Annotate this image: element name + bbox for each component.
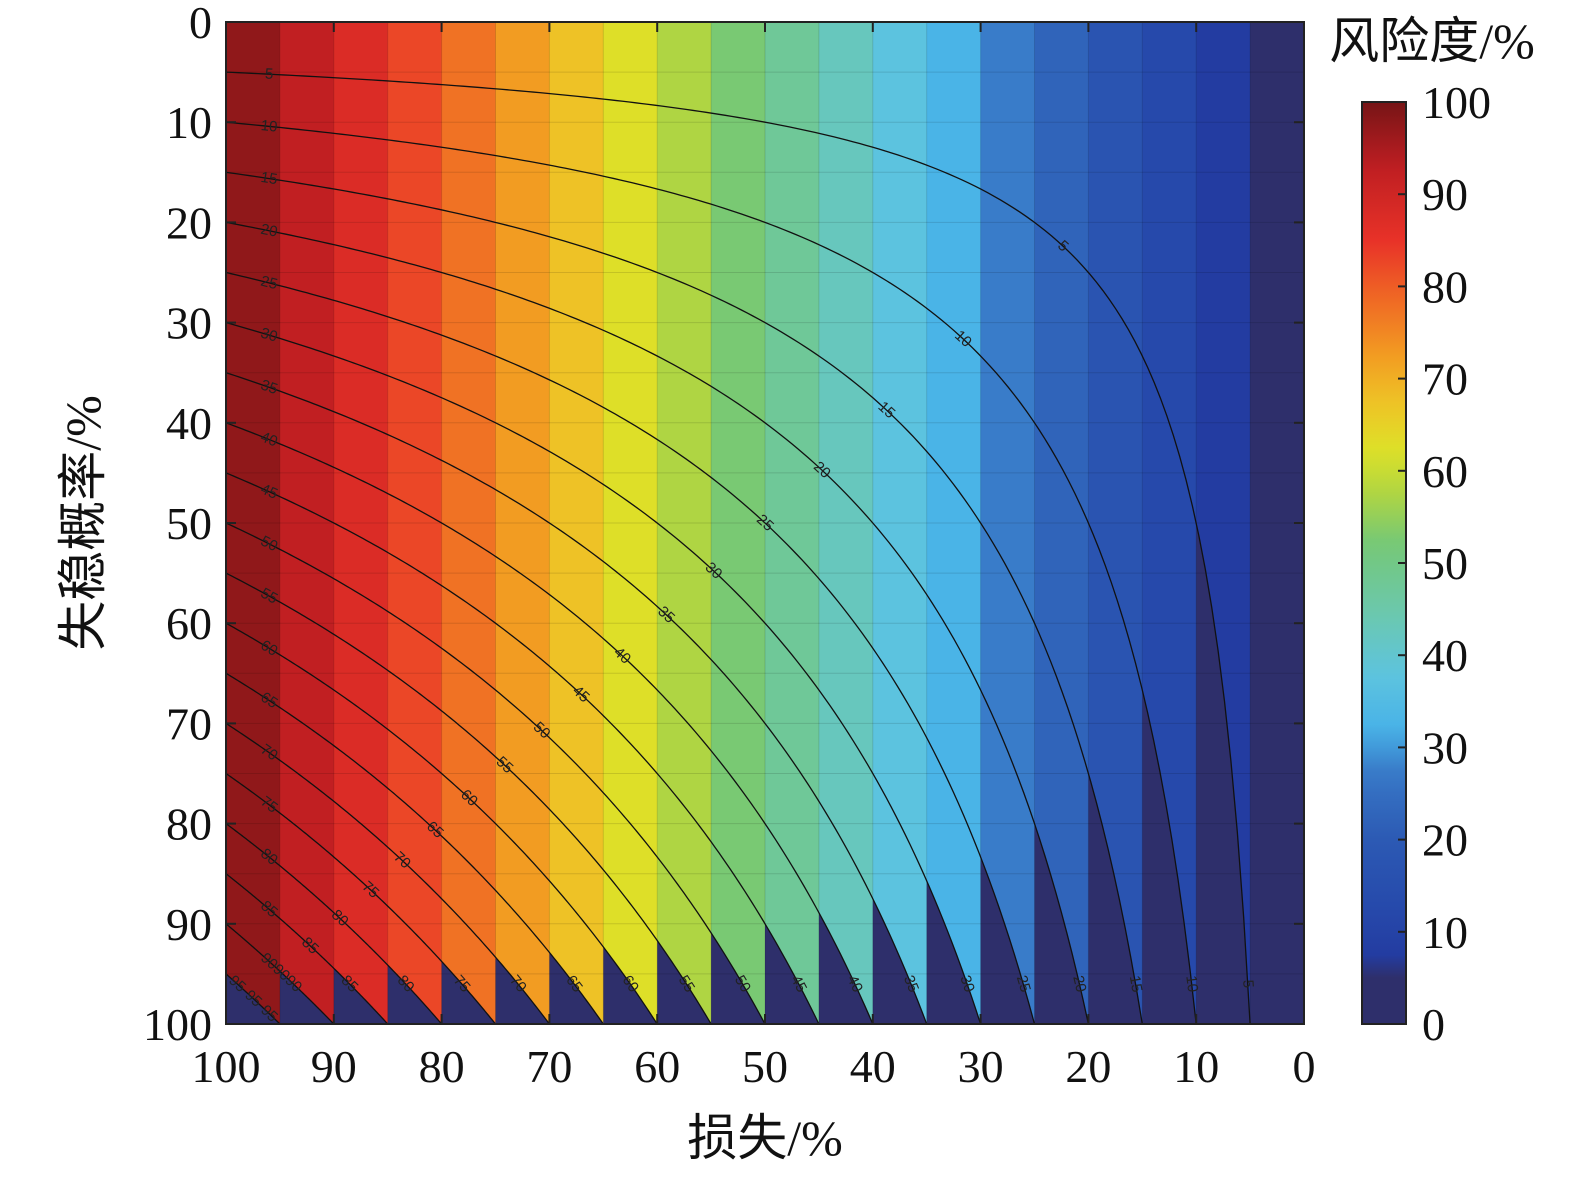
- y-tick-label: 30: [166, 298, 212, 349]
- y-tick-label: 50: [166, 498, 212, 549]
- colorbar-tick-label: 50: [1422, 538, 1468, 589]
- contour-line-85: [226, 873, 389, 1024]
- contour-label: 50: [731, 972, 754, 995]
- contour-label: 10: [1182, 975, 1201, 994]
- contour-line-40: [226, 422, 874, 1024]
- contour-label: 15: [260, 169, 279, 188]
- y-tick-label: 40: [166, 398, 212, 449]
- contour-label: 70: [506, 972, 530, 996]
- contour-label: 75: [257, 793, 281, 817]
- contour-fill-area: [226, 22, 1304, 1024]
- contour-label: 45: [787, 973, 810, 996]
- contour-label: 30: [259, 325, 280, 346]
- y-tick-label: 100: [143, 999, 212, 1050]
- contour-line-50: [226, 522, 766, 1024]
- contour-line-75: [226, 772, 497, 1024]
- colorbar-title: 风险度/%: [1329, 13, 1535, 69]
- y-tick-label: 70: [166, 698, 212, 749]
- y-tick-label: 10: [166, 97, 212, 148]
- contour-line-55: [226, 572, 712, 1024]
- contour-label: 60: [258, 637, 281, 660]
- contour-line-60: [226, 622, 658, 1024]
- contour-label: 50: [258, 533, 281, 556]
- contour-label: 40: [258, 429, 280, 451]
- y-tick-label: 90: [166, 899, 212, 950]
- y-tick-label: 80: [166, 799, 212, 850]
- y-axis-title: 失稳概率/%: [55, 395, 111, 651]
- contour-label: 55: [675, 972, 698, 995]
- contour-line-5: [226, 71, 1251, 1024]
- x-axis-title: 损失/%: [687, 1110, 843, 1166]
- x-axis-ticks: 100 90 80 70 60 50 40 30 20 10 0: [192, 22, 1316, 1092]
- contour-label: 55: [258, 585, 281, 608]
- x-tick-label: 0: [1293, 1041, 1316, 1092]
- x-tick-label: 100: [192, 1041, 261, 1092]
- y-tick-label: 20: [166, 197, 212, 248]
- x-tick-label: 30: [958, 1041, 1004, 1092]
- contour-line-70: [226, 722, 550, 1024]
- y-tick-label: 60: [166, 598, 212, 649]
- colorbar-tick-label: 70: [1422, 354, 1468, 405]
- colorbar-tick-label: 40: [1422, 630, 1468, 681]
- contour-label: 15: [1126, 974, 1146, 993]
- contour-line-80: [226, 823, 443, 1024]
- colorbar-tick-label: 20: [1422, 815, 1468, 866]
- contour-lines: [226, 71, 1251, 1024]
- contour-label: 20: [259, 221, 279, 241]
- contour-label: 80: [257, 845, 281, 869]
- contour-line-10: [226, 121, 1197, 1024]
- y-tick-label: 0: [189, 0, 212, 48]
- contour-label: 70: [257, 741, 280, 765]
- contour-label: 20: [1069, 974, 1089, 994]
- contour-label: 35: [258, 377, 279, 399]
- colorbar-tick-label: 80: [1422, 261, 1468, 312]
- colorbar-tick-label: 0: [1422, 999, 1445, 1050]
- contour-line-15: [226, 171, 1143, 1024]
- x-tick-label: 50: [742, 1041, 788, 1092]
- contour-line-25: [226, 271, 1036, 1024]
- contour-label: 30: [956, 973, 978, 994]
- contour-line-30: [226, 321, 982, 1024]
- contour-label: 45: [258, 481, 280, 503]
- contour-line-65: [226, 672, 604, 1024]
- contour-label: 40: [844, 973, 867, 995]
- x-tick-label: 90: [311, 1041, 357, 1092]
- contour-label: 10: [260, 117, 278, 136]
- contour-label: 60: [619, 972, 643, 995]
- contour-line-95: [226, 973, 281, 1024]
- x-tick-label: 20: [1065, 1041, 1111, 1092]
- x-tick-label: 40: [850, 1041, 896, 1092]
- colorbar-tick-label: 90: [1422, 169, 1468, 220]
- contour-line-45: [226, 472, 820, 1024]
- contour-line-35: [226, 372, 928, 1024]
- contour-line-20: [226, 221, 1090, 1024]
- contour-label: 35: [900, 973, 922, 995]
- contour-label: 25: [259, 273, 279, 294]
- contour-label: 5: [1239, 979, 1257, 988]
- y-axis-ticks: 0 10 20 30 40 50 60 70 80 90 100: [143, 0, 1304, 1050]
- colorbar-tick-label: 10: [1422, 907, 1468, 958]
- x-tick-label: 10: [1173, 1041, 1219, 1092]
- contour-label: 65: [562, 972, 586, 996]
- x-tick-label: 80: [419, 1041, 465, 1092]
- contour-label: 65: [257, 689, 280, 712]
- colorbar-tick-label: 30: [1422, 722, 1468, 773]
- x-tick-label: 60: [634, 1041, 680, 1092]
- x-tick-label: 70: [526, 1041, 572, 1092]
- contour-label: 25: [1013, 973, 1034, 994]
- colorbar-tick-label: 60: [1422, 446, 1468, 497]
- contour-line-90: [226, 923, 335, 1024]
- contour-band: [226, 22, 280, 1024]
- contour-label: 5: [265, 65, 274, 82]
- colorbar-tick-label: 100: [1422, 77, 1491, 128]
